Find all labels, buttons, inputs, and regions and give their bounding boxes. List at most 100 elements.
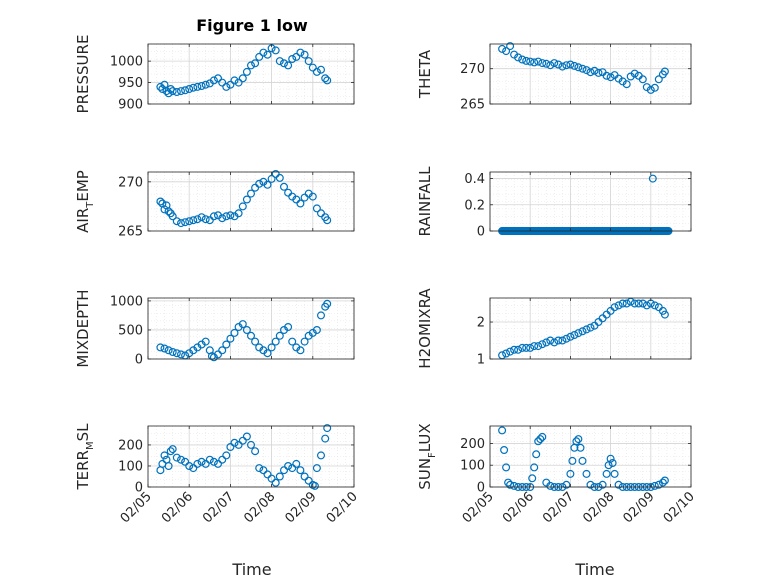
- data-point: [185, 217, 194, 226]
- data-point: [530, 58, 539, 67]
- data-point: [570, 331, 579, 340]
- data-point: [510, 345, 519, 354]
- data-point: [606, 454, 615, 463]
- data-point: [292, 459, 301, 468]
- y-tick-label: 1000: [110, 55, 143, 70]
- data-point: [642, 301, 651, 310]
- data-point: [234, 209, 243, 218]
- y-tick-label: 265: [460, 98, 485, 113]
- data-point: [164, 89, 173, 98]
- data-point: [321, 434, 330, 443]
- data-point: [568, 456, 577, 465]
- data-point: [578, 64, 587, 73]
- data-point: [280, 182, 289, 191]
- data-point: [526, 343, 535, 352]
- data-point: [288, 54, 297, 63]
- data-point: [271, 46, 280, 55]
- data-point: [177, 455, 186, 464]
- data-point: [542, 338, 551, 347]
- data-point: [209, 212, 218, 221]
- data-point: [166, 447, 175, 456]
- data-point: [201, 215, 210, 224]
- panel-air-temp: 265 270 AIRTEMP: [74, 170, 355, 240]
- y-tick-label: 0: [135, 481, 143, 496]
- data-point: [590, 66, 599, 75]
- data-point: [177, 350, 186, 359]
- data-point: [271, 478, 280, 487]
- data-point: [226, 80, 235, 89]
- data-point: [321, 74, 330, 83]
- data-point: [275, 57, 284, 66]
- data-point: [514, 53, 523, 62]
- data-point: [255, 179, 264, 188]
- data-point: [181, 86, 190, 95]
- data-point: [222, 82, 231, 91]
- data-point: [608, 459, 617, 468]
- data-point: [566, 60, 575, 69]
- data-point: [201, 459, 210, 468]
- data-point: [618, 299, 627, 308]
- data-point: [300, 50, 309, 59]
- data-point: [288, 464, 297, 473]
- y-axis-label: MIXDEPTH: [74, 289, 92, 367]
- data-point: [518, 343, 527, 352]
- data-point: [263, 180, 272, 189]
- data-point: [166, 84, 175, 93]
- data-point: [308, 63, 317, 72]
- data-point: [259, 48, 268, 57]
- data-point: [222, 340, 231, 349]
- data-point: [550, 338, 559, 347]
- data-point: [226, 211, 235, 220]
- data-point: [586, 68, 595, 77]
- data-point: [586, 480, 595, 489]
- data-point: [510, 481, 519, 490]
- data-point: [638, 299, 647, 308]
- data-point: [602, 469, 611, 478]
- data-point: [263, 470, 272, 479]
- data-point: [251, 337, 260, 346]
- data-point: [506, 480, 515, 489]
- data-point: [234, 440, 243, 449]
- data-point: [172, 217, 181, 226]
- y-tick-label: 100: [118, 459, 143, 474]
- data-point: [177, 219, 186, 228]
- data-point: [156, 82, 165, 91]
- data-point: [562, 480, 571, 489]
- data-point: [574, 63, 583, 72]
- data-point: [534, 342, 543, 351]
- data-point: [534, 437, 543, 446]
- data-point: [242, 432, 251, 441]
- data-point: [247, 61, 256, 70]
- data-point: [654, 75, 663, 84]
- x-tick-label: 02/10: [661, 489, 698, 526]
- data-point: [500, 446, 509, 455]
- data-point: [638, 75, 647, 84]
- data-point: [230, 438, 239, 447]
- data-point: [238, 436, 247, 445]
- data-point: [205, 455, 214, 464]
- data-point: [292, 195, 301, 204]
- data-point: [218, 346, 227, 355]
- data-point: [526, 57, 535, 66]
- data-point: [238, 320, 247, 329]
- data-point: [263, 349, 272, 358]
- data-point: [259, 466, 268, 475]
- panel-mixdepth: 0 500 1000 MIXDEPTH: [74, 289, 355, 368]
- data-point: [650, 83, 659, 92]
- data-point: [218, 455, 227, 464]
- data-point: [168, 87, 177, 96]
- data-point: [502, 463, 511, 472]
- data-point: [566, 469, 575, 478]
- figure-title: Figure 1 low: [196, 16, 308, 35]
- data-point: [304, 476, 313, 485]
- data-point: [164, 462, 173, 471]
- y-tick-label: 200: [118, 438, 143, 453]
- data-point: [502, 349, 511, 358]
- data-point: [312, 204, 321, 213]
- data-point: [317, 311, 326, 320]
- data-point: [622, 299, 631, 308]
- data-point: [292, 52, 301, 61]
- x-tick-label: 02/08: [580, 489, 617, 526]
- x-tick-label: 02/06: [159, 489, 196, 526]
